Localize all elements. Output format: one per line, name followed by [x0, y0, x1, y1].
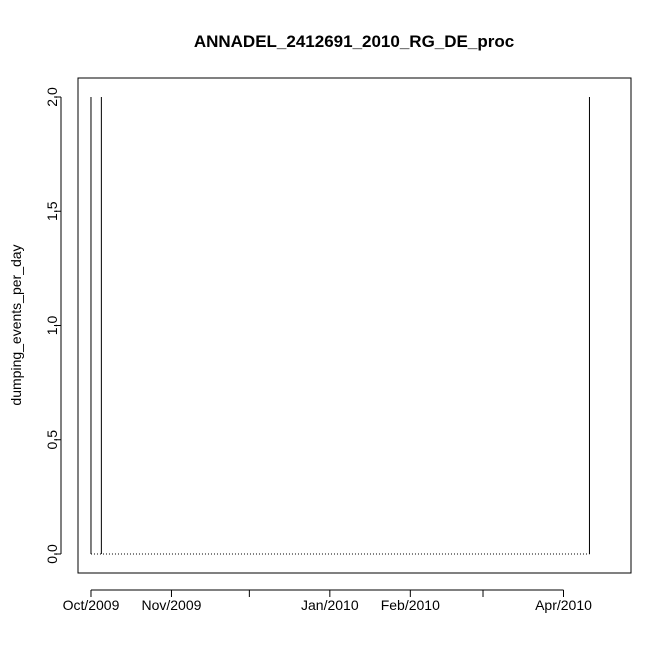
- x-tick-label: Feb/2010: [381, 597, 440, 613]
- y-tick-label: 0.5: [44, 430, 60, 450]
- x-axis: Oct/2009 Nov/2009 Jan/2010 Feb/2010 Apr/2010: [63, 589, 592, 613]
- y-tick-label: 1.5: [44, 201, 60, 221]
- y-tick-label: 0.0: [44, 544, 60, 564]
- y-axis: 0.0 0.5 1.0 1.5 2.0: [44, 87, 62, 564]
- x-tick-label: Jan/2010: [301, 597, 359, 613]
- x-tick-label: Nov/2009: [141, 597, 201, 613]
- y-tick-label: 1.0: [44, 316, 60, 336]
- chart-title: ANNADEL_2412691_2010_RG_DE_proc: [194, 32, 514, 51]
- x-tick-label: Apr/2010: [535, 597, 592, 613]
- data-marks: [90, 97, 590, 554]
- plot-area: [77, 77, 632, 574]
- y-axis-label: dumping_events_per_day: [8, 244, 24, 405]
- x-tick-label: Oct/2009: [63, 597, 120, 613]
- y-tick-label: 2.0: [44, 87, 60, 107]
